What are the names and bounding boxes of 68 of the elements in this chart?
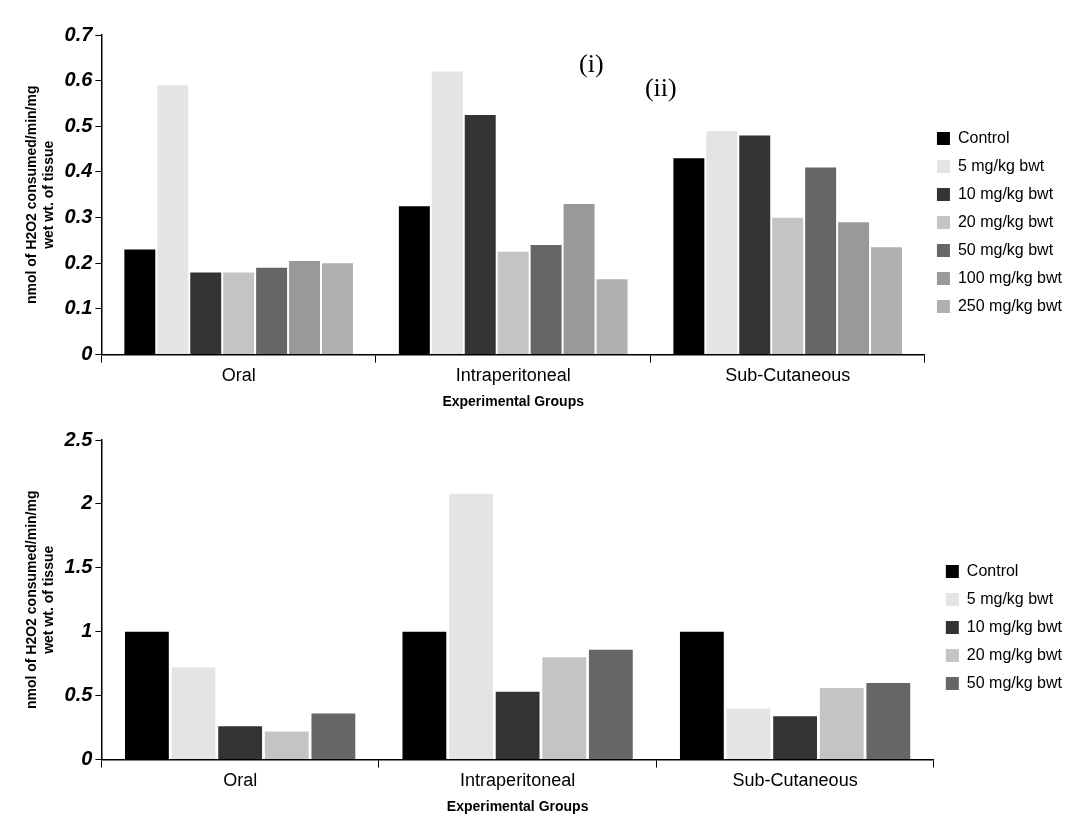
bar <box>464 114 496 355</box>
bar <box>223 272 255 355</box>
bar <box>871 247 902 355</box>
bar <box>171 667 216 760</box>
bar <box>256 267 288 355</box>
y-axis-title: nmol of H2O2 consumed/min/mg wet wt. of tissue <box>23 490 57 710</box>
bar <box>190 272 222 355</box>
legend-label: 20 mg/kg bwt <box>966 645 1063 663</box>
y-tick-label: 0 <box>81 342 93 365</box>
y-tick-label: 0.5 <box>64 113 94 136</box>
y-tick-label: 0.3 <box>64 205 93 228</box>
y-tick-label: 0.7 <box>64 22 94 45</box>
bar <box>289 261 321 355</box>
y-tick-label: 0.5 <box>64 683 94 706</box>
y-tick-label: 0.1 <box>64 296 93 319</box>
y-tick-label: 1.5 <box>64 555 94 578</box>
bar <box>431 71 463 355</box>
bar <box>449 493 493 760</box>
legend-label: 250 mg/kg bwt <box>957 296 1063 314</box>
bar <box>588 649 633 760</box>
y-tick-label: 0.6 <box>64 68 94 91</box>
legend-label: 100 mg/kg bwt <box>957 268 1063 286</box>
legend-label: 10 mg/kg bwt <box>966 617 1063 635</box>
x-axis-title: Experimental Groups <box>442 393 585 410</box>
legend-label: 50 mg/kg bwt <box>966 673 1063 691</box>
legend-label: 20 mg/kg bwt <box>957 212 1054 230</box>
legend-label: 10 mg/kg bwt <box>957 184 1054 202</box>
bar <box>819 688 864 760</box>
y-axis-title: nmol of H2O2 consumed/min/mg wet wt. of tissue <box>23 85 57 305</box>
y-tick-label: 2.5 <box>63 427 94 450</box>
bar <box>218 726 263 760</box>
legend-label: Control <box>966 561 1019 579</box>
bar <box>495 691 540 760</box>
bar <box>739 135 771 355</box>
bar <box>706 130 738 355</box>
bar <box>264 731 309 760</box>
x-tick-label: Intraperitoneal <box>460 770 576 791</box>
y-tick-label: 2 <box>80 491 93 514</box>
legend-label: 5 mg/kg bwt <box>957 156 1045 174</box>
bar <box>311 713 356 760</box>
y-tick-label: 0.2 <box>64 250 93 273</box>
x-tick-label: Oral <box>221 365 256 386</box>
x-tick-label: Sub-Cutaneous <box>725 365 851 386</box>
bar <box>805 167 837 355</box>
bar <box>596 279 628 355</box>
x-axis-title: Experimental Groups <box>446 798 589 815</box>
annotation: (ii) <box>644 72 677 102</box>
x-tick-label: Sub-Cutaneous <box>732 770 858 791</box>
bar <box>322 263 353 355</box>
legend-label: Control <box>957 128 1010 146</box>
x-tick-label: Oral <box>223 770 258 791</box>
y-tick-label: 0 <box>81 747 93 770</box>
bar <box>838 222 870 355</box>
legend-label: 5 mg/kg bwt <box>966 589 1054 607</box>
y-tick-label: 1 <box>81 619 93 642</box>
bar <box>773 716 818 760</box>
bar <box>530 245 562 355</box>
x-tick-label: Intraperitoneal <box>455 365 571 386</box>
bar <box>866 682 911 760</box>
y-tick-label: 0.4 <box>64 159 93 182</box>
bar <box>772 217 804 355</box>
bar <box>497 251 529 355</box>
legend-label: 50 mg/kg bwt <box>957 240 1054 258</box>
bar <box>542 657 587 760</box>
annotation: (i) <box>579 48 604 78</box>
bar <box>157 85 189 355</box>
bar <box>726 708 771 760</box>
bar <box>563 203 595 355</box>
